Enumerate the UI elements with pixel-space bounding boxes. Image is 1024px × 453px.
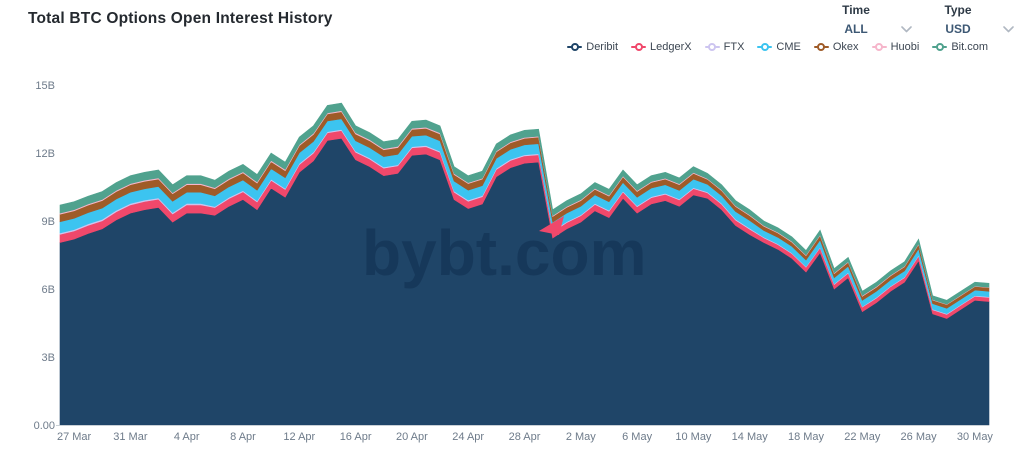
legend-marker-icon xyxy=(932,43,948,52)
area-bit-com[interactable] xyxy=(59,102,990,305)
legend-marker-icon xyxy=(871,43,887,52)
x-axis-label: 22 May xyxy=(844,431,881,443)
legend-item-deribit[interactable]: Deribit xyxy=(567,41,618,53)
legend-marker-icon xyxy=(567,43,583,52)
legend-label: Okex xyxy=(832,41,859,53)
x-axis-label: 4 Apr xyxy=(174,431,200,443)
page-title: Total BTC Options Open Interest History xyxy=(28,10,333,27)
x-axis-label: 27 Mar xyxy=(57,431,92,443)
chart-controls: Time ALL Type USD xyxy=(826,3,1014,36)
y-axis-label: 15B xyxy=(35,80,55,92)
y-axis-label: 9B xyxy=(42,216,55,228)
time-value: ALL xyxy=(844,22,868,36)
time-select[interactable]: ALL xyxy=(826,22,912,36)
legend-item-okex[interactable]: Okex xyxy=(813,41,859,53)
legend-marker-icon xyxy=(757,43,773,52)
x-axis-label: 2 May xyxy=(566,431,596,443)
x-axis-label: 14 May xyxy=(732,431,769,443)
legend-label: CME xyxy=(776,41,801,53)
y-axis-label: 12B xyxy=(35,148,55,160)
legend-label: LedgerX xyxy=(650,41,692,53)
x-axis-label: 6 May xyxy=(622,431,652,443)
x-axis-label: 16 Apr xyxy=(340,431,372,443)
legend-marker-icon xyxy=(813,43,829,52)
x-axis-label: 30 May xyxy=(957,431,994,443)
time-label: Time xyxy=(842,3,870,17)
x-axis-label: 26 May xyxy=(901,431,938,443)
chevron-down-icon xyxy=(901,25,912,33)
legend-item-ftx[interactable]: FTX xyxy=(704,41,745,53)
y-axis-label: 6B xyxy=(42,284,55,296)
legend-item-bit-com[interactable]: Bit.com xyxy=(932,41,988,53)
legend-item-cme[interactable]: CME xyxy=(757,41,801,53)
legend-label: Huobi xyxy=(890,41,920,53)
chart-legend: Deribit LedgerX FTX CME Okex Huobi Bit.com xyxy=(567,41,988,53)
legend-label: Deribit xyxy=(586,41,619,53)
x-axis-label: 24 Apr xyxy=(452,431,484,443)
x-axis-label: 10 May xyxy=(675,431,712,443)
legend-item-huobi[interactable]: Huobi xyxy=(871,41,920,53)
type-label: Type xyxy=(944,3,972,17)
type-value: USD xyxy=(945,22,971,36)
legend-marker-icon xyxy=(704,43,720,52)
x-axis-label: 12 Apr xyxy=(283,431,315,443)
x-axis-label: 18 May xyxy=(788,431,825,443)
x-axis-label: 8 Apr xyxy=(230,431,256,443)
type-control: Type USD xyxy=(928,3,1014,36)
legend-label: Bit.com xyxy=(951,41,988,53)
y-axis-label: 0.00 xyxy=(34,420,55,432)
x-axis-label: 31 Mar xyxy=(113,431,148,443)
legend-marker-icon xyxy=(631,43,647,52)
x-axis-label: 20 Apr xyxy=(396,431,428,443)
legend-label: FTX xyxy=(723,41,745,53)
legend-item-ledgerx[interactable]: LedgerX xyxy=(631,41,692,53)
y-axis-label: 3B xyxy=(42,352,55,364)
time-control: Time ALL xyxy=(826,3,912,36)
x-axis-label: 28 Apr xyxy=(509,431,541,443)
type-select[interactable]: USD xyxy=(928,22,1014,36)
chevron-down-icon xyxy=(1003,25,1014,33)
